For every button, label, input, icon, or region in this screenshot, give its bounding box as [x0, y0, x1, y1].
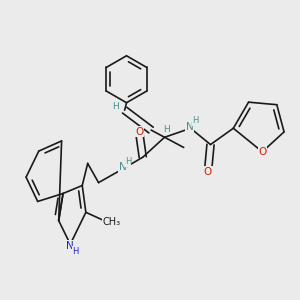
- Text: N: N: [66, 241, 74, 251]
- Text: N: N: [186, 122, 194, 132]
- Text: O: O: [135, 127, 143, 137]
- Text: O: O: [204, 167, 212, 177]
- Text: CH₃: CH₃: [102, 217, 121, 227]
- Text: H: H: [72, 247, 78, 256]
- Text: H: H: [192, 116, 198, 125]
- Text: O: O: [258, 147, 266, 157]
- Text: N: N: [119, 162, 127, 172]
- Text: H: H: [112, 102, 119, 111]
- Text: H: H: [125, 157, 131, 166]
- Text: H: H: [163, 125, 170, 134]
